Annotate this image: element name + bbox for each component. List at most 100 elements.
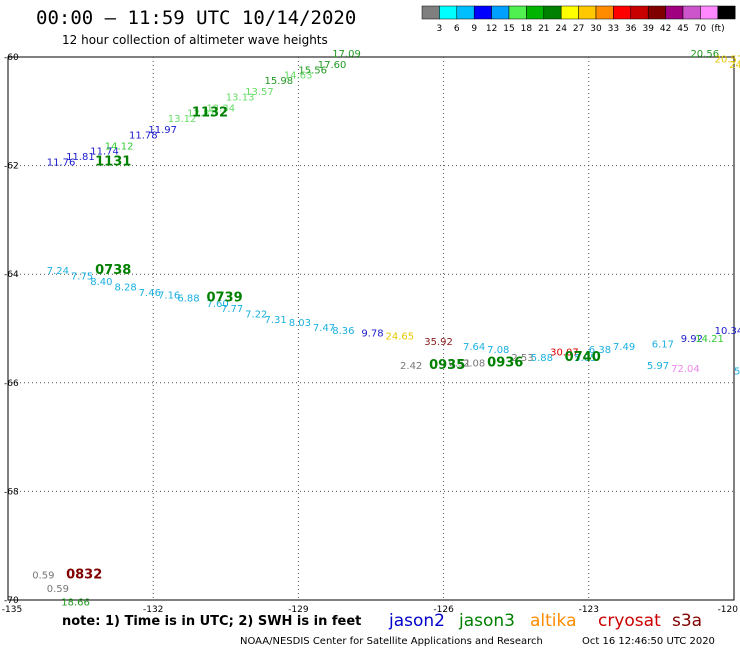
colorbar-swatch bbox=[508, 5, 527, 20]
wave-height-label: 13.12 bbox=[168, 114, 197, 125]
wave-height-label: 7.75 bbox=[71, 272, 93, 283]
wave-height-label: 12.34 bbox=[206, 103, 235, 114]
wave-height-label: 24.65 bbox=[386, 331, 415, 342]
x-axis: -135 -132 -129 -126 -123 -120 bbox=[2, 605, 738, 615]
colorbar-label: 45 bbox=[677, 24, 688, 34]
wave-height-label: 7.47 bbox=[313, 323, 335, 334]
wave-height-label: 6.38 bbox=[589, 345, 611, 356]
gridlines bbox=[8, 57, 734, 600]
wave-height-label: 11.81 bbox=[66, 152, 95, 163]
wave-height-label: 18.66 bbox=[61, 597, 90, 608]
pass-time-label: 0832 bbox=[66, 567, 102, 582]
colorbar-swatch bbox=[647, 5, 666, 20]
wave-height-label: 30.07 bbox=[550, 348, 579, 359]
satellite-legend: jason2 jason3 altika cryosat s3a bbox=[388, 611, 702, 631]
pass-time-labels: 1132 1131 0738 0739 0935 0936 0740 0832 bbox=[66, 106, 601, 583]
colorbar-swatch bbox=[421, 5, 440, 20]
wave-height-label: 9.78 bbox=[361, 329, 383, 340]
wave-height-label: 8.40 bbox=[90, 277, 112, 288]
pass-time-label: 1131 bbox=[95, 155, 131, 170]
wave-height-label: 17.09 bbox=[332, 49, 361, 60]
wave-height-label: 35.92 bbox=[424, 337, 453, 348]
y-tick-label: -62 bbox=[4, 162, 19, 172]
colorbar-swatch bbox=[665, 5, 684, 20]
wave-height-label: 8.36 bbox=[332, 326, 354, 337]
colorbar-swatch bbox=[613, 5, 632, 20]
wave-height-label: 17.60 bbox=[318, 60, 347, 71]
colorbar-label: 6 bbox=[454, 24, 460, 34]
x-tick-label: -126 bbox=[433, 605, 454, 615]
y-tick-label: -64 bbox=[4, 270, 19, 280]
colorbar-label: 30 bbox=[590, 24, 602, 34]
wave-height-label: 13.13 bbox=[226, 92, 255, 103]
wave-height-label: 72.04 bbox=[671, 364, 700, 375]
colorbar-label: 39 bbox=[642, 24, 654, 34]
plot-frame bbox=[7, 56, 735, 601]
wave-height-label: 7.16 bbox=[158, 291, 180, 302]
pass-time-label: 0740 bbox=[565, 350, 601, 365]
y-tick-label: -68 bbox=[4, 487, 19, 497]
colorbar-label: 24 bbox=[555, 24, 567, 34]
wave-height-label: 2.08 bbox=[463, 359, 485, 370]
x-tick-label: -132 bbox=[143, 605, 163, 615]
wave-height-label: 13.57 bbox=[245, 87, 274, 98]
y-tick-label: -60 bbox=[4, 53, 19, 63]
colorbar-swatch bbox=[630, 5, 649, 20]
wave-height-label: 14.12 bbox=[105, 141, 134, 152]
colorbar-label: 15 bbox=[503, 24, 514, 34]
satellite-legend-jason2: jason2 bbox=[388, 611, 445, 631]
satellite-legend-cryosat: cryosat bbox=[598, 611, 661, 631]
colorbar-label: 33 bbox=[608, 24, 619, 34]
y-tick-label: -70 bbox=[4, 596, 19, 606]
colorbar-label: 3 bbox=[437, 24, 443, 34]
wave-height-label: 7.64 bbox=[463, 342, 485, 353]
satellite-legend-altika: altika bbox=[530, 611, 577, 631]
wave-height-label: 2.42 bbox=[400, 361, 422, 372]
colorbar-label: 70 bbox=[695, 24, 707, 34]
pass-time-label: 0935 bbox=[429, 358, 465, 373]
wave-height-label: 6.88 bbox=[177, 293, 199, 304]
wave-height-label: 8.03 bbox=[289, 318, 311, 329]
footer-note: note: 1) Time is in UTC; 2) SWH is in fe… bbox=[62, 614, 361, 629]
colorbar-swatch bbox=[717, 5, 736, 20]
wave-height-label: 2.53 bbox=[511, 353, 533, 364]
colorbar-label: 18 bbox=[521, 24, 533, 34]
x-tick-label: -123 bbox=[579, 605, 599, 615]
pass-time-label: 0936 bbox=[487, 356, 523, 371]
y-axis: -60 -62 -64 -66 -68 -70 bbox=[4, 53, 19, 606]
wave-height-label: 7.22 bbox=[245, 310, 267, 321]
wave-height-label: 5.88 bbox=[531, 353, 553, 364]
wave-height-label: 15.56 bbox=[298, 65, 327, 76]
wave-height-label: 7.08 bbox=[487, 345, 509, 356]
colorbar-swatch bbox=[543, 5, 562, 20]
wave-height-label: 5.05 bbox=[574, 353, 596, 364]
colorbar-swatch bbox=[682, 5, 701, 20]
wave-height-label: 5 bbox=[734, 367, 740, 378]
wave-height-label: 20.56 bbox=[690, 49, 719, 60]
chart-subtitle: 12 hour collection of altimeter wave hei… bbox=[62, 33, 328, 47]
pass-time-label: 0738 bbox=[95, 263, 131, 278]
wave-height-label: 0.59 bbox=[47, 584, 69, 595]
x-tick-label: -120 bbox=[718, 605, 739, 615]
wave-height-label: 0.51 bbox=[448, 359, 470, 370]
wave-height-label: 9.92 bbox=[681, 334, 703, 345]
wave-height-label: 7.60 bbox=[206, 299, 228, 310]
colorbar-swatch bbox=[456, 5, 475, 20]
plot-area: -60-62-64-66-68-70 -135 -132 -129 -126 -123-… bbox=[2, 49, 740, 615]
wave-height-label: 5.97 bbox=[647, 361, 669, 372]
wave-height-label: 11.74 bbox=[90, 147, 119, 158]
colorbar-label: 27 bbox=[573, 24, 584, 34]
colorbar-label: 42 bbox=[660, 24, 671, 34]
pass-time-label: 0739 bbox=[206, 290, 242, 305]
wave-height-label: 7.46 bbox=[139, 288, 161, 299]
wave-height-label: 12.81 bbox=[187, 109, 216, 120]
colorbar-label: (ft) bbox=[711, 24, 725, 34]
wave-height-label: 11.97 bbox=[148, 125, 177, 136]
wave-height-label: 24 bbox=[729, 60, 740, 71]
wave-height-label: 7.77 bbox=[221, 304, 243, 315]
wave-height-label: 7.24 bbox=[47, 266, 69, 277]
colorbar-swatch bbox=[578, 5, 597, 20]
footer-credit: NOAA/NESDIS Center for Satellite Applica… bbox=[240, 636, 543, 647]
wave-height-label: 7.49 bbox=[613, 342, 635, 353]
wave-height-label: 10.34 bbox=[715, 326, 740, 337]
